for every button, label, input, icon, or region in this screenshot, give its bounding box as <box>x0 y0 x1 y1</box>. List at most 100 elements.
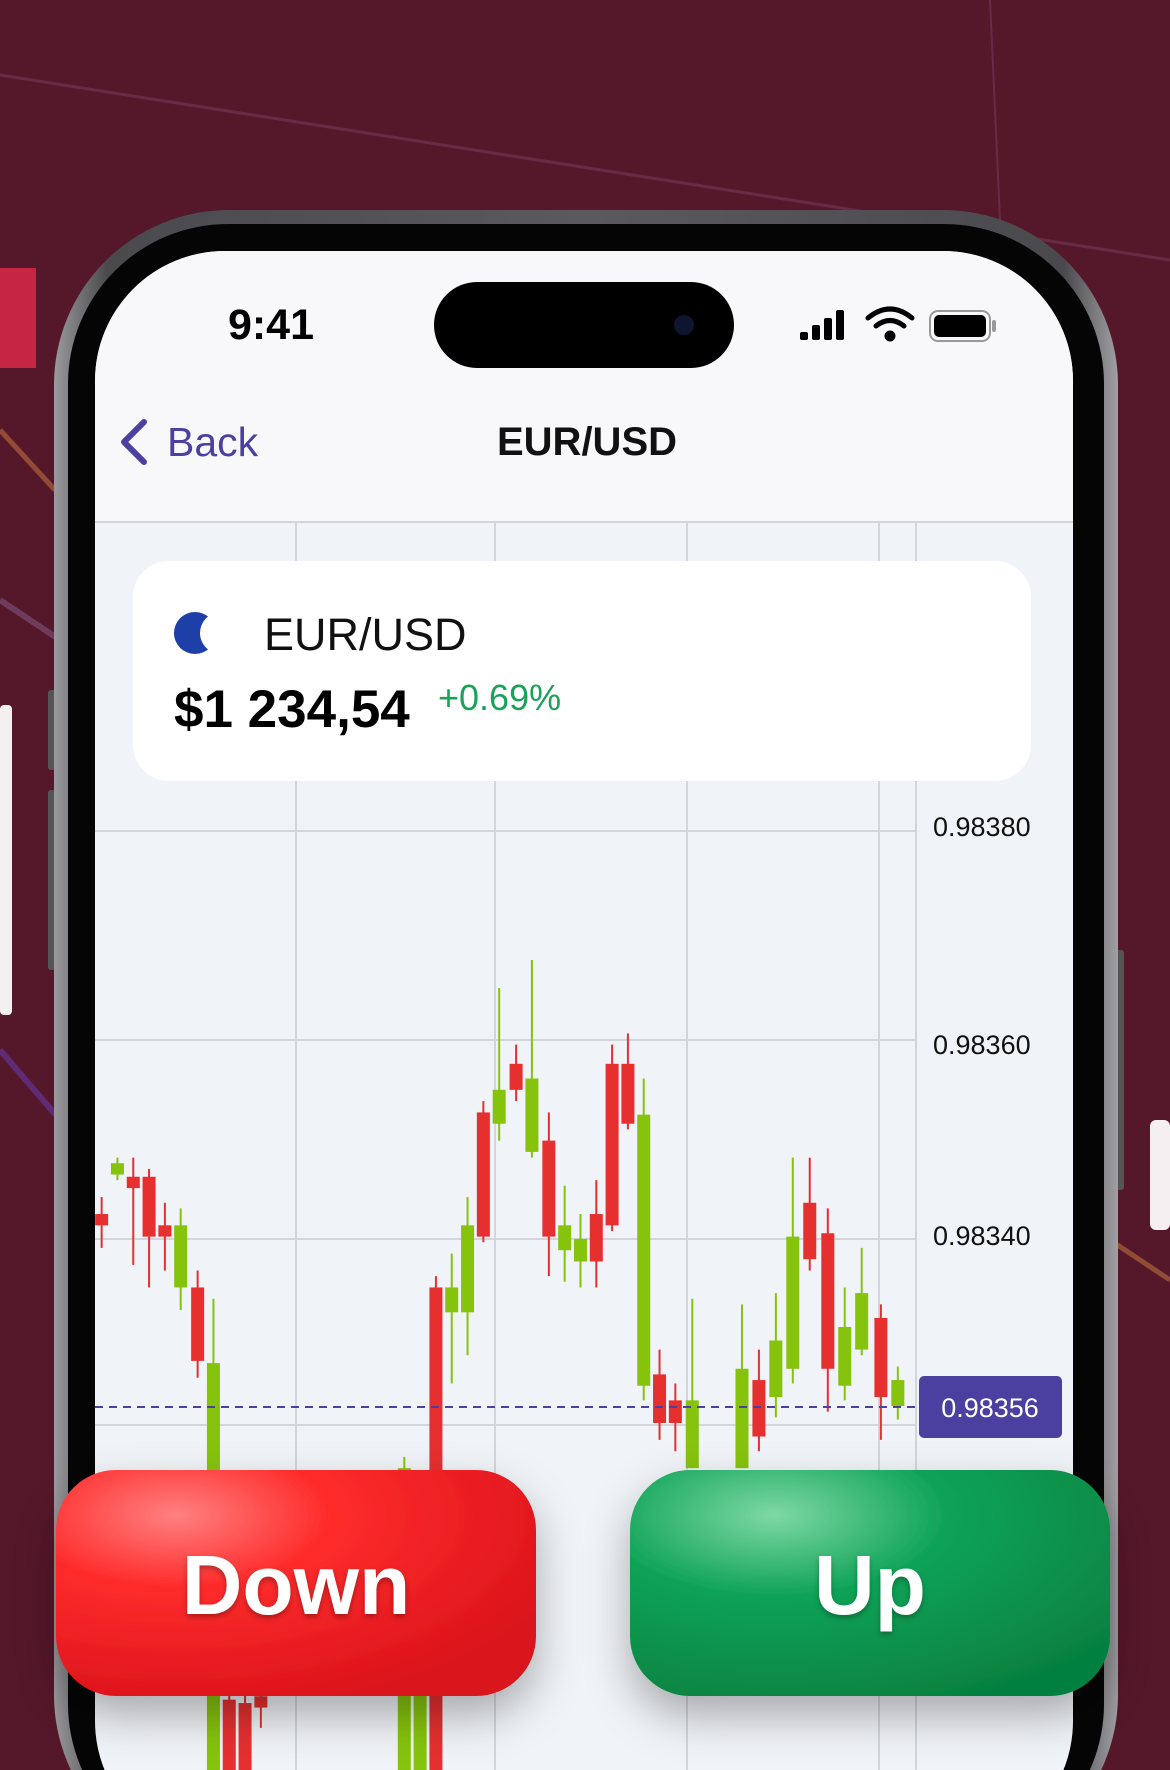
candle <box>476 1101 490 1243</box>
candle-body <box>735 1368 749 1469</box>
back-label[interactable]: Back <box>167 419 259 465</box>
candle-body <box>476 1112 490 1237</box>
candle-body <box>542 1140 556 1237</box>
currency-flags <box>174 612 242 654</box>
candle <box>803 1157 817 1271</box>
price-axis: 0.98380 0.98360 0.98340 <box>933 812 1031 1251</box>
candle <box>573 1214 587 1288</box>
background-candle <box>0 268 36 368</box>
candle-body <box>668 1400 682 1423</box>
candle-body <box>492 1089 506 1124</box>
candle <box>238 1682 252 1770</box>
candle-body <box>752 1380 766 1437</box>
candle-body <box>110 1163 124 1175</box>
candle-body <box>461 1225 475 1313</box>
wifi-icon <box>865 306 915 342</box>
candle <box>637 1078 651 1401</box>
nav-title: EUR/USD <box>497 420 677 464</box>
candle <box>126 1157 140 1265</box>
candle <box>589 1180 603 1288</box>
candle-body <box>445 1287 459 1313</box>
candle-body <box>821 1233 835 1369</box>
up-button-label[interactable]: Up <box>814 1538 926 1632</box>
candle-body <box>95 1214 109 1226</box>
dynamic-island <box>434 282 734 368</box>
candle-body <box>769 1340 783 1397</box>
candle <box>855 1247 869 1356</box>
current-price-label: 0.98356 <box>941 1393 1039 1423</box>
price-axis-label: 0.98380 <box>933 812 1031 842</box>
candle-body <box>653 1374 667 1423</box>
candle <box>445 1253 459 1384</box>
candle <box>653 1349 667 1440</box>
candle <box>174 1208 188 1311</box>
status-time: 9:41 <box>228 301 314 349</box>
candle <box>769 1293 783 1418</box>
candle-body <box>238 1703 252 1770</box>
camera <box>674 315 694 335</box>
candle <box>735 1304 749 1469</box>
candle <box>558 1185 572 1282</box>
candle-body <box>142 1176 156 1237</box>
price-axis-label: 0.98340 <box>933 1221 1031 1251</box>
candle-body <box>838 1326 852 1386</box>
candle-body <box>605 1063 619 1226</box>
candle-body <box>174 1225 188 1288</box>
screen: 9:41 Back EUR/USD <box>95 251 1073 1770</box>
down-button[interactable]: Down <box>56 1470 536 1696</box>
candle-body <box>509 1063 523 1090</box>
candle-body <box>158 1225 172 1237</box>
candle <box>492 988 506 1141</box>
candle <box>191 1270 205 1378</box>
down-button-label[interactable]: Down <box>182 1538 411 1632</box>
asset-change: +0.69% <box>438 677 561 718</box>
candle-body <box>573 1238 587 1262</box>
candle <box>605 1044 619 1231</box>
candle <box>752 1349 766 1452</box>
background-panel <box>1150 1120 1170 1230</box>
candle-body <box>786 1236 800 1369</box>
candle <box>891 1366 905 1420</box>
candle <box>142 1168 156 1288</box>
candle <box>110 1157 124 1181</box>
candle-body <box>222 1699 236 1770</box>
candle <box>542 1112 556 1277</box>
candle-body <box>685 1400 699 1469</box>
candle-body <box>803 1202 817 1260</box>
card-background <box>133 561 1031 781</box>
candle-body <box>254 1696 268 1708</box>
candle <box>509 1044 523 1102</box>
candle <box>838 1287 852 1401</box>
candle-body <box>525 1078 539 1152</box>
up-button[interactable]: Up <box>630 1470 1110 1696</box>
price-axis-label: 0.98360 <box>933 1030 1031 1060</box>
asset-price: $1 234,54 <box>174 680 410 739</box>
candle-body <box>191 1287 205 1361</box>
candle-body <box>413 1694 427 1770</box>
down-button-background[interactable] <box>56 1470 536 1696</box>
candle-body <box>558 1225 572 1251</box>
back-button[interactable]: Back <box>121 419 259 465</box>
candle-body <box>855 1293 869 1350</box>
current-price-tag <box>919 1376 1062 1438</box>
candle-body <box>637 1114 651 1386</box>
candle <box>95 1197 109 1248</box>
candle <box>786 1157 800 1384</box>
candle <box>621 1033 635 1130</box>
asset-card: EUR/USD $1 234,54 +0.69% <box>133 561 1031 781</box>
candle <box>525 959 539 1158</box>
candle <box>874 1304 888 1440</box>
candle-body <box>589 1214 603 1262</box>
background-panel <box>0 705 12 1015</box>
candle-body <box>621 1063 635 1124</box>
battery-icon <box>929 310 996 342</box>
candle <box>158 1202 172 1271</box>
candle-body <box>891 1380 905 1407</box>
candle <box>461 1197 475 1356</box>
up-button-background[interactable] <box>630 1470 1110 1696</box>
candle-body <box>874 1317 888 1397</box>
candle <box>685 1298 699 1469</box>
signal-icon <box>800 310 844 340</box>
